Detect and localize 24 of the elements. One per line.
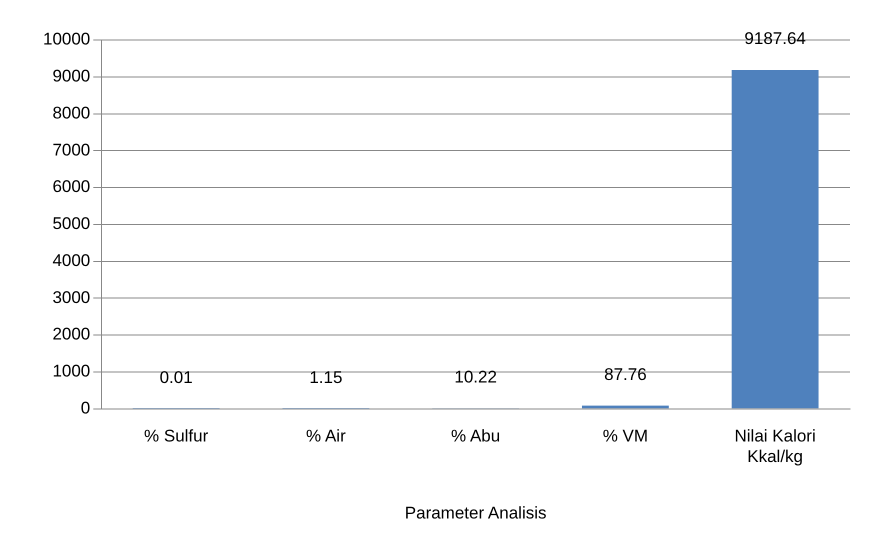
data-label: 9187.64 bbox=[744, 29, 806, 48]
y-tick-label: 2000 bbox=[52, 324, 90, 344]
x-tick-label: % Air bbox=[306, 426, 346, 446]
data-label: 1.15 bbox=[309, 368, 342, 387]
y-tick-label: 5000 bbox=[52, 214, 90, 234]
y-tick-label: 10000 bbox=[42, 30, 90, 49]
y-tick-label: 6000 bbox=[52, 177, 90, 196]
y-tick-label: 3000 bbox=[52, 288, 90, 307]
y-tick-label: 0 bbox=[80, 398, 90, 418]
y-tick-label: 8000 bbox=[52, 103, 90, 122]
data-label: 10.22 bbox=[454, 368, 497, 387]
bar bbox=[732, 70, 819, 408]
y-tick-label: 1000 bbox=[52, 362, 90, 381]
x-axis-title: Parameter Analisis bbox=[404, 503, 547, 522]
y-tick-label: 7000 bbox=[52, 140, 90, 160]
data-label: 0.01 bbox=[160, 368, 193, 387]
x-tick-label: % Abu bbox=[451, 426, 500, 446]
y-tick-label: 9000 bbox=[52, 66, 90, 86]
y-tick-label: 4000 bbox=[52, 250, 90, 270]
bar bbox=[582, 406, 669, 408]
x-tick-label: Nilai Kalori Kkal/kg bbox=[734, 426, 816, 466]
x-tick-label: % Sulfur bbox=[144, 426, 209, 446]
data-label: 87.76 bbox=[604, 364, 647, 384]
x-tick-label: % VM bbox=[602, 426, 648, 446]
